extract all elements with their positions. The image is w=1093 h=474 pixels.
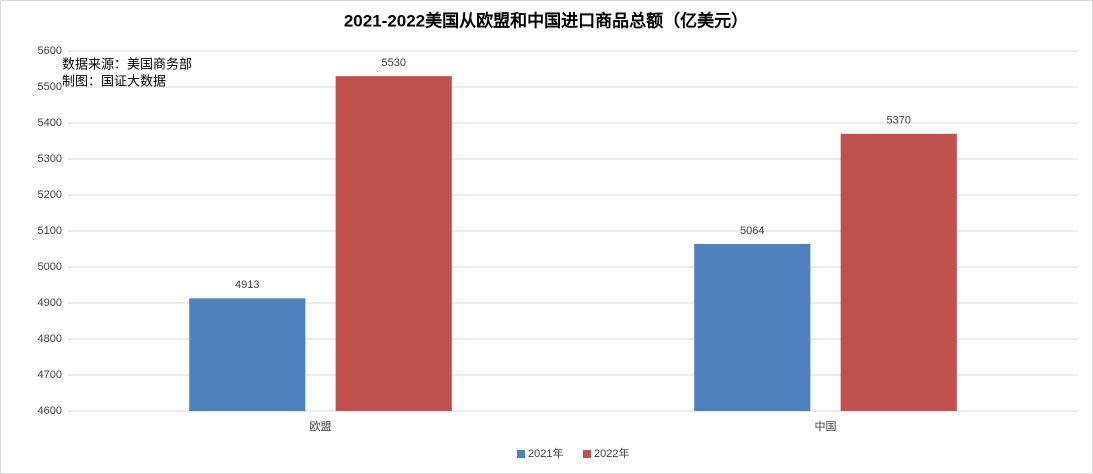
data-label: 5530 <box>381 57 405 69</box>
data-label: 5370 <box>886 115 910 127</box>
data-label: 4913 <box>235 279 259 291</box>
y-tick-label: 5300 <box>38 153 62 165</box>
annotation: 数据来源：美国商务部 <box>62 56 192 71</box>
x-tick-label: 欧盟 <box>310 420 332 433</box>
y-tick-label: 5100 <box>38 225 62 237</box>
y-tick-label: 5000 <box>38 261 62 273</box>
y-tick-label: 5400 <box>38 117 62 129</box>
chart-title: 2021-2022美国从欧盟和中国进口商品总额（亿美元） <box>344 10 748 30</box>
annotation: 制图：国证大数据 <box>62 73 166 88</box>
bar <box>694 243 811 411</box>
legend-swatch <box>517 450 525 458</box>
bar <box>189 298 306 411</box>
legend-swatch <box>583 450 591 458</box>
bar <box>840 133 957 412</box>
data-label: 5064 <box>740 225 764 237</box>
y-tick-label: 5500 <box>38 81 62 93</box>
legend-label: 2022年 <box>594 446 629 460</box>
legend-label: 2021年 <box>528 446 563 460</box>
y-tick-label: 5600 <box>38 45 62 57</box>
x-tick-label: 中国 <box>815 420 837 433</box>
y-tick-label: 4900 <box>38 297 62 309</box>
y-tick-label: 4600 <box>38 405 62 417</box>
y-tick-label: 4700 <box>38 369 62 381</box>
bar <box>335 76 452 411</box>
y-tick-label: 4800 <box>38 333 62 345</box>
y-tick-label: 5200 <box>38 189 62 201</box>
